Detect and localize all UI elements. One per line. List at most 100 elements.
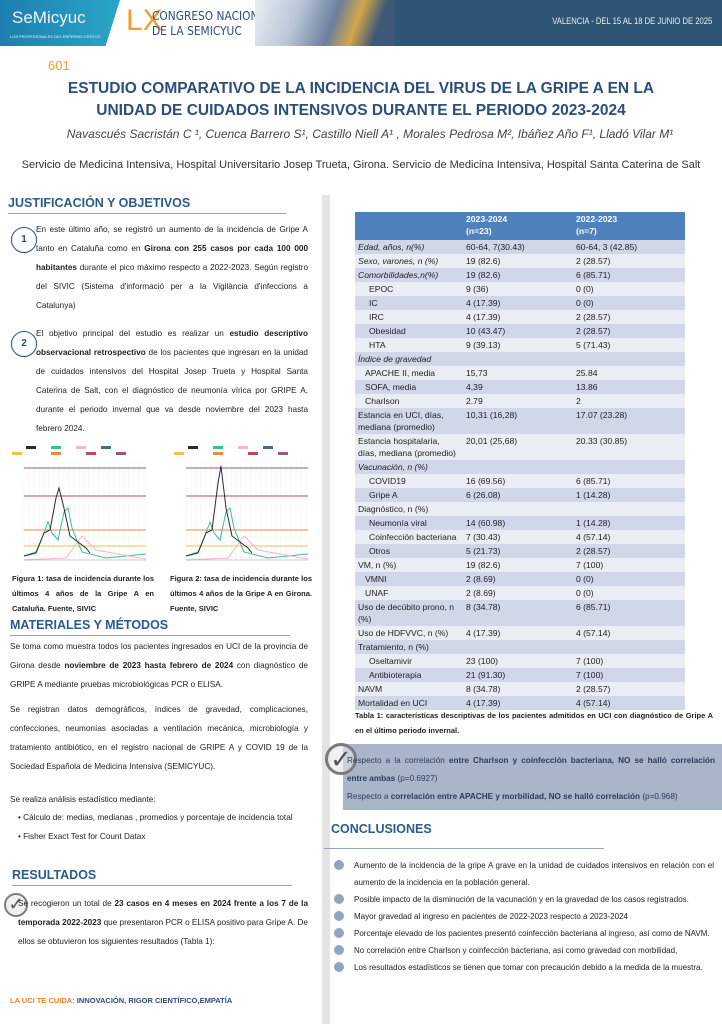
table-row: Mortalidad en UCI 4 (17.39) 4 (57.14) (355, 696, 685, 710)
legend-swatch (76, 446, 86, 449)
legend-swatch (263, 446, 273, 449)
table-row: Comorbilidades,n(%) 19 (82.6) 6 (85.71) (355, 268, 685, 282)
table-cell: 0 (0) (573, 586, 685, 600)
table-cell: 23 (100) (463, 654, 573, 668)
table-row: IRC 4 (17.39) 2 (28.57) (355, 310, 685, 324)
table-cell: Estancia hospitalaria, días, mediana (pr… (355, 434, 463, 460)
table-cell: 4,39 (463, 380, 573, 394)
metodos-paragraph-2: Se registran datos demográficos, índices… (10, 705, 308, 771)
table-cell: SOFA, media (355, 380, 463, 394)
table-cell: 7 (30.43) (463, 530, 573, 544)
table-cell: 10 (43.47) (463, 324, 573, 338)
header-photo (255, 0, 395, 46)
table-cell: 19 (82.6) (463, 268, 573, 282)
conclusion-item: Aumento de la incidencia de la gripe A g… (334, 857, 714, 891)
number-badge-1: 1 (11, 227, 37, 253)
number-badge-2: 2 (11, 331, 37, 357)
table-cell: 21 (91.30) (463, 668, 573, 682)
table-cell: Tratamiento, n (%) (355, 640, 463, 654)
legend-swatch (26, 446, 36, 449)
table-row: Sexo, varones, n (%) 19 (82.6) 2 (28.57) (355, 254, 685, 268)
bullet-item: • Cálculo de: medias, medianas , promedi… (18, 813, 293, 822)
table-cell: VM, n (%) (355, 558, 463, 572)
metodos-bullet-list: • Cálculo de: medias, medianas , promedi… (18, 808, 308, 846)
legend-swatch (116, 452, 126, 455)
table-cell: 2.79 (463, 394, 573, 408)
table-cell: COVID19 (355, 474, 463, 488)
table-cell: 20.33 (30.85) (573, 434, 685, 460)
table-cell: 4 (17.39) (463, 296, 573, 310)
table-cell: IC (355, 296, 463, 310)
checkmark-icon: ✓ (4, 893, 28, 917)
table-row: Estancia hospitalaria, días, mediana (pr… (355, 434, 685, 460)
header-band: VALENCIA - DEL 15 AL 18 DE JUNIO DE 2025 (395, 0, 722, 46)
poster-title: ESTUDIO COMPARATIVO DE LA INCIDENCIA DEL… (67, 80, 655, 119)
table-row: Índice de gravedad (355, 352, 685, 366)
table-cell: Uso de HDFVVC, n (%) (355, 626, 463, 640)
table-cell: 10,31 (16,28) (463, 408, 573, 434)
legend-swatch (188, 446, 198, 449)
poster-number: 601 (48, 58, 70, 73)
table-row: IC 4 (17.39) 0 (0) (355, 296, 685, 310)
figure-1-chart (6, 438, 146, 568)
conclusion-item: Porcentaje elevado de los pacientes pres… (334, 925, 714, 942)
table-cell: 1 (14.28) (573, 488, 685, 502)
affiliation: Servicio de Medicina Intensiva, Hospital… (21, 159, 701, 171)
table-cell: Comorbilidades,n(%) (355, 268, 463, 282)
table-cell: APACHE II, media (355, 366, 463, 380)
results-table: 2023-2024 (n=23) 2022-2023 (n=7) Edad, años… (355, 212, 685, 710)
correlation-text: Respecto a la correlación entre Charlson… (347, 756, 715, 801)
divider (324, 848, 604, 849)
table-cell (463, 640, 573, 654)
bullet-item: • Fisher Exact Test for Count Datax (18, 832, 146, 841)
table-cell: 4 (17.39) (463, 626, 573, 640)
table-cell: 17.07 (23.28) (573, 408, 685, 434)
table-cell: Edad, años, n(%) (355, 240, 463, 254)
table-cell: Charlson (355, 394, 463, 408)
table-cell: 4 (57.14) (573, 696, 685, 710)
table-cell: Mortalidad en UCI (355, 696, 463, 710)
table-row: Vacunación, n (%) (355, 460, 685, 474)
table-cell: 9 (39.13) (463, 338, 573, 352)
legend-swatch (174, 452, 184, 455)
table-cell: 7 (100) (573, 654, 685, 668)
table-cell: 2 (8.69) (463, 572, 573, 586)
table-cell: 1 (14.28) (573, 516, 685, 530)
table-cell: Gripe A (355, 488, 463, 502)
table-cell: IRC (355, 310, 463, 324)
table-row: Neumonía viral 14 (60.98) 1 (14.28) (355, 516, 685, 530)
table-row: Edad, años, n(%) 60-64, 7(30.43) 60-64, 3 … (355, 240, 685, 254)
legend-swatch (213, 446, 223, 449)
table-cell (573, 502, 685, 516)
table-cell: 2 (28.57) (573, 544, 685, 558)
legend-swatch (101, 446, 111, 449)
resultados-paragraph: Se recogieron un total de 23 casos en 4 … (18, 899, 309, 946)
figure-2-caption: Figura 2: tasa de incidencia durante los… (170, 574, 312, 613)
figure-background (168, 438, 308, 568)
table-row: Uso de decúbito prono, n (%) 8 (34.78) 6 (… (355, 600, 685, 626)
table-cell: Oseltamivir (355, 654, 463, 668)
table-cell: 4 (17.39) (463, 696, 573, 710)
conclusion-item: Posible impacto de la disminución de la … (334, 891, 714, 908)
table-row: Estancia en UCI, días, mediana (promedio… (355, 408, 685, 434)
table-cell: 4 (17.39) (463, 310, 573, 324)
table-cell: 14 (60.98) (463, 516, 573, 530)
table-cell (573, 640, 685, 654)
footer-motto: LA UCI TE CUIDA: INNOVACIÓN, RIGOR CIENT… (10, 996, 233, 1005)
table-cell (463, 352, 573, 366)
table-cell: Sexo, varones, n (%) (355, 254, 463, 268)
table-cell: 60-64, 7(30.43) (463, 240, 573, 254)
legend-swatch (86, 452, 96, 455)
table-cell: 2 (573, 394, 685, 408)
table-row: Antibioterapia 21 (91.30) 7 (100) (355, 668, 685, 682)
legend-swatch (12, 452, 22, 455)
table-cell: 0 (0) (573, 296, 685, 310)
conclusiones-list: Aumento de la incidencia de la gripe A g… (334, 857, 714, 976)
semicyuc-logo: SeMicyuc LOS PROFESIONALES DEL ENFERMO CR… (0, 0, 120, 46)
series-line (23, 486, 91, 557)
section-heading-metodos: MATERIALES Y MÉTODOS (10, 618, 290, 636)
table-cell (573, 460, 685, 474)
table-cell: Uso de decúbito prono, n (%) (355, 600, 463, 626)
table-row: Tratamiento, n (%) (355, 640, 685, 654)
table-cell: VMNI (355, 572, 463, 586)
